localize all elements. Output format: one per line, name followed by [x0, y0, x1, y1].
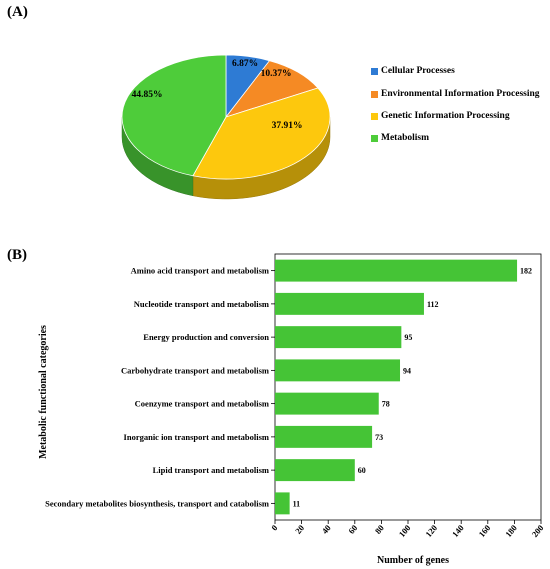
y-tick-label-4: Carbohydrate transport and metabolism — [121, 365, 269, 375]
y-tick-label-1: Amino acid transport and metabolism — [131, 266, 269, 276]
legend-label-environmental: Environmental Information Processing — [381, 89, 540, 99]
y-tick-label-7: Lipid transport and metabolism — [153, 465, 269, 475]
bar-4 — [275, 359, 401, 382]
y-tick-label-2: Nucleotide transport and metabolism — [134, 299, 269, 309]
y-axis-label: Metabolic functional categories — [38, 325, 49, 459]
legend-item-environmental-information-processing: Environmental Information Processing — [371, 89, 546, 111]
legend-item-genetic-information-processing: Genetic Information Processing — [371, 111, 546, 133]
bar-value-label-1: 182 — [520, 267, 532, 276]
bar-value-label-4: 94 — [403, 366, 411, 375]
pie-data-label-3: 37.91% — [272, 121, 303, 131]
pie-data-label-1: 6.87% — [232, 59, 258, 69]
bar-value-label-5: 78 — [382, 400, 390, 409]
pie-top-group — [121, 54, 331, 180]
legend-item-metabolism: Metabolism — [371, 133, 546, 145]
bars-group — [275, 259, 518, 515]
bar-value-label-6: 73 — [375, 433, 383, 442]
legend-label-metabolism: Metabolism — [381, 133, 430, 143]
x-tick-label-9: 160 — [476, 523, 492, 539]
legend-label-cellular: Cellular Processes — [381, 66, 455, 76]
legend-swatch-genetic — [371, 113, 378, 120]
bar-value-label-7: 60 — [358, 466, 366, 475]
y-tick-label-5: Coenzyme transport and metabolism — [135, 399, 269, 409]
x-tick-label-10: 180 — [503, 523, 519, 539]
y-tick-label-3: Energy production and conversion — [143, 332, 269, 342]
pie-legend: Cellular Processes Environmental Informa… — [371, 66, 546, 145]
legend-label-genetic: Genetic Information Processing — [381, 111, 510, 121]
bar-value-label-8: 11 — [293, 499, 301, 508]
pie-slice-3 — [192, 87, 331, 180]
bar-value-label-2: 112 — [427, 300, 439, 309]
legend-swatch-cellular — [371, 68, 378, 75]
x-tick-label-8: 140 — [450, 523, 466, 539]
bar-1 — [275, 259, 518, 282]
x-tick-label-7: 120 — [423, 523, 439, 539]
bar-8 — [275, 492, 290, 515]
bar-5 — [275, 392, 379, 415]
panel-a-label: (A) — [7, 4, 28, 20]
bar-2 — [275, 292, 424, 315]
legend-swatch-environmental — [371, 91, 378, 98]
bar-7 — [275, 459, 355, 482]
x-tick-label-1: 0 — [269, 523, 279, 533]
x-tick-label-6: 100 — [397, 523, 413, 539]
pie-data-label-2: 10.37% — [261, 69, 292, 79]
x-tick-label-4: 60 — [346, 523, 359, 536]
legend-item-cellular-processes: Cellular Processes — [371, 66, 546, 89]
panel-b-label: (B) — [7, 247, 27, 263]
legend-swatch-metabolism — [371, 135, 378, 142]
x-tick-label-2: 20 — [293, 523, 306, 536]
pie-data-label-4: 44.85% — [132, 90, 163, 100]
x-tick-label-3: 40 — [320, 523, 333, 536]
bar-6 — [275, 425, 373, 448]
x-tick-label-5: 80 — [373, 523, 386, 536]
y-tick-label-8: Secondary metabolites biosynthesis, tran… — [45, 498, 269, 508]
y-tick-label-6: Inorganic ion transport and metabolism — [124, 432, 269, 442]
x-axis-label: Number of genes — [377, 555, 449, 566]
bar-3 — [275, 326, 402, 349]
pie-slice-4 — [121, 54, 227, 177]
bar-value-label-3: 95 — [404, 333, 412, 342]
x-tick-label-11: 200 — [530, 523, 546, 539]
